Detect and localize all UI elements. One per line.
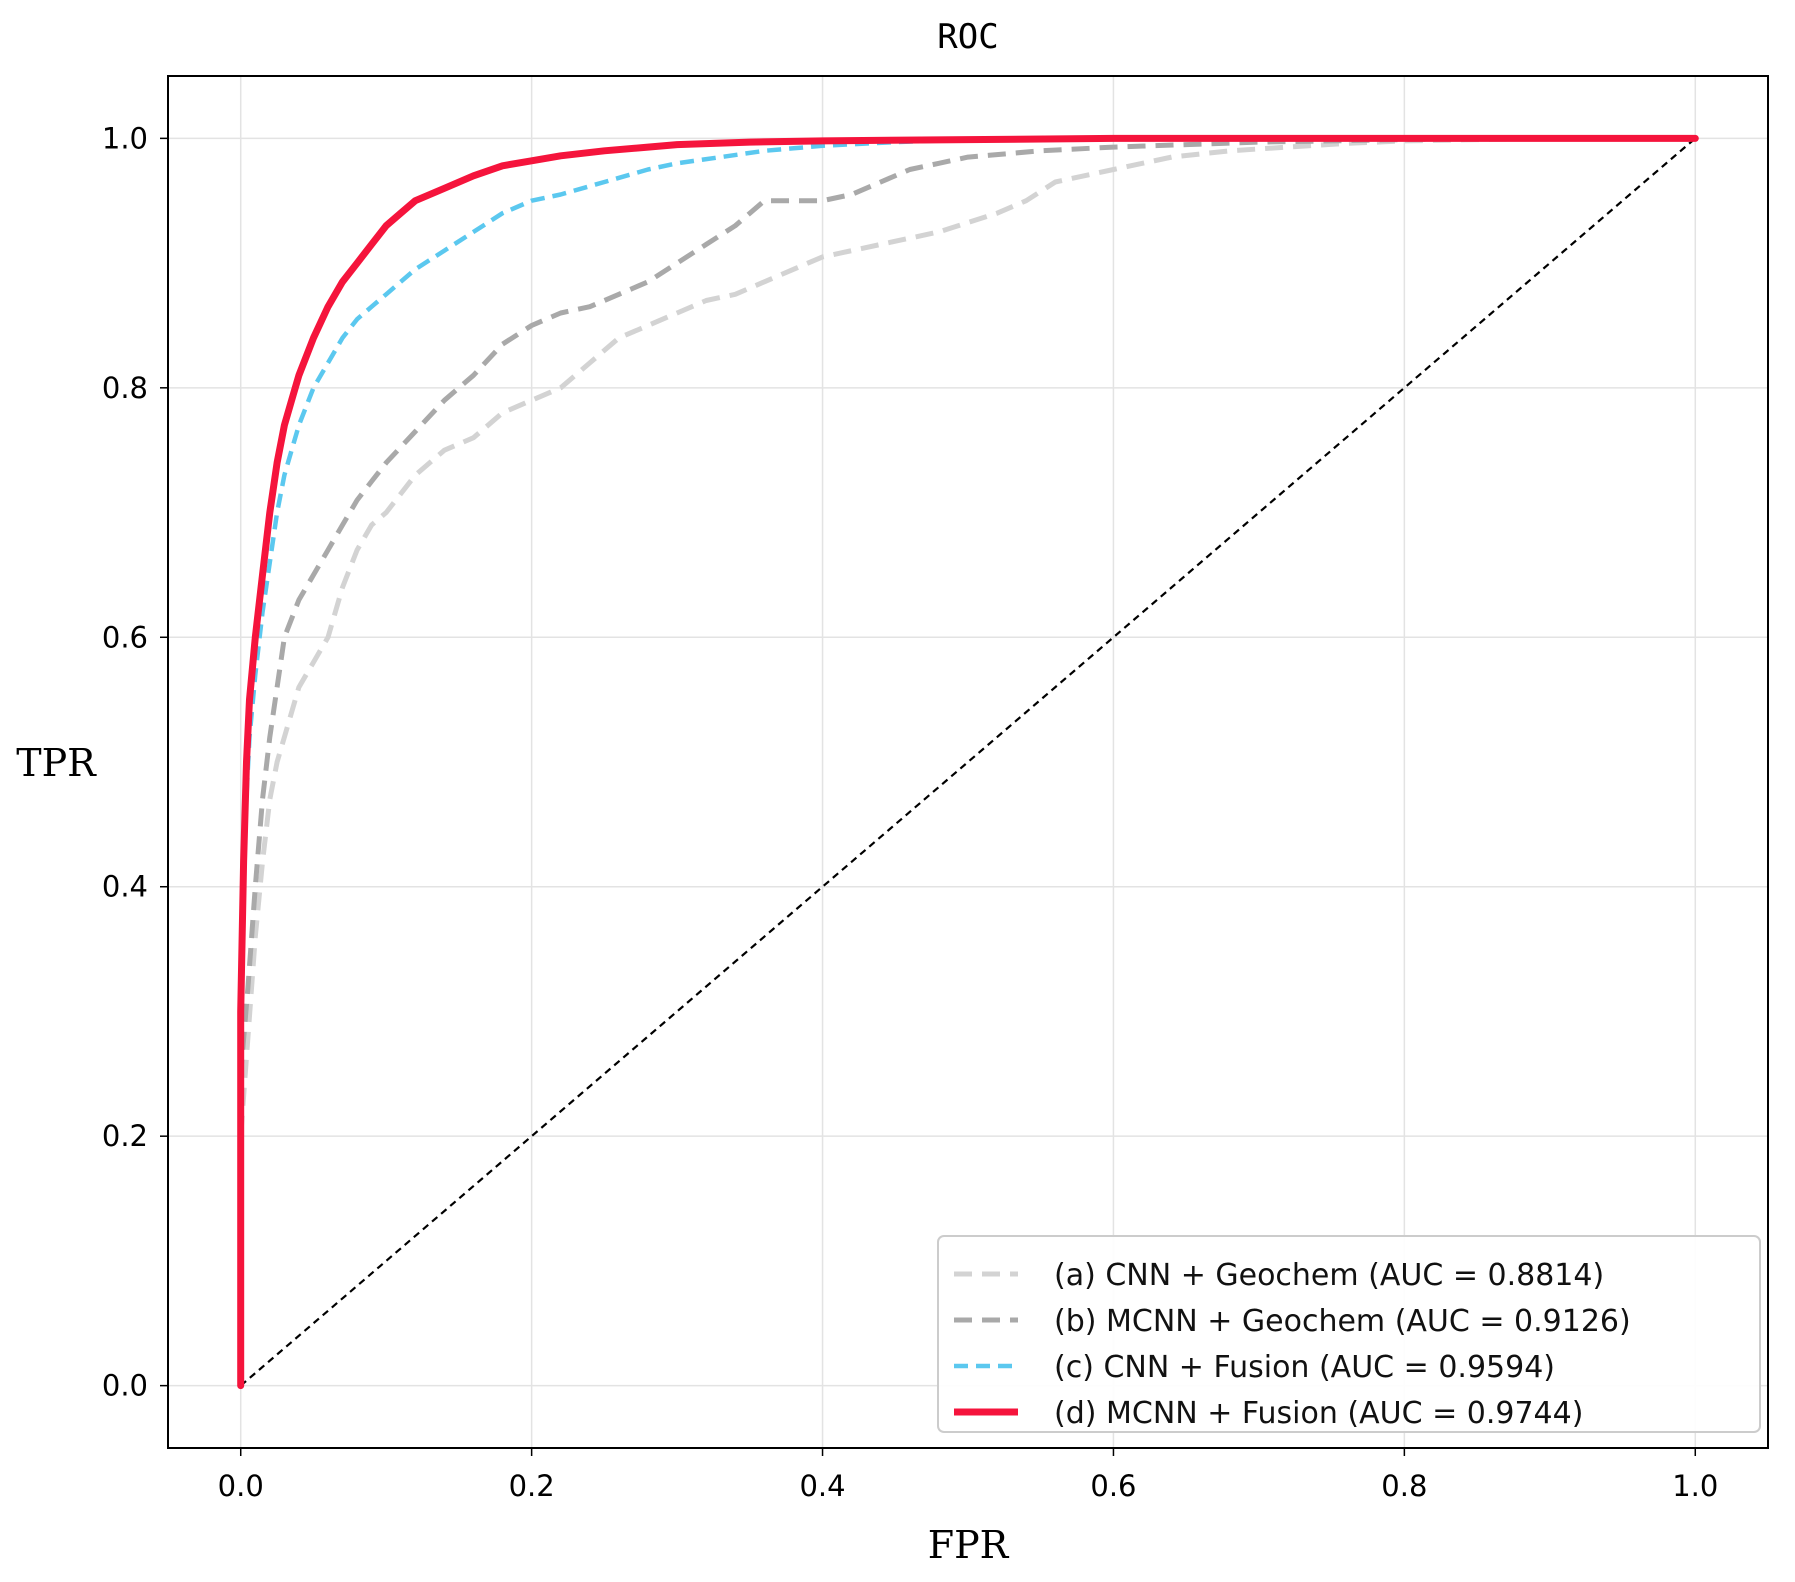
legend-label: (b) MCNN + Geochem (AUC = 0.9126) xyxy=(1054,1304,1631,1339)
legend-label: (d) MCNN + Fusion (AUC = 0.9744) xyxy=(1054,1396,1583,1431)
x-tick-label: 0.6 xyxy=(1090,1469,1136,1503)
x-tick-label: 0.0 xyxy=(218,1469,264,1503)
y-tick-label: 0.0 xyxy=(102,1369,148,1403)
axis-ticks: 0.0 0.2 0.4 0.6 0.8 1.0 0.0 0.2 0.4 0.6 0.8 1.0 xyxy=(102,121,1718,1503)
chart-title: ROC xyxy=(937,17,998,57)
x-axis-label: FPR xyxy=(928,1523,1010,1567)
plot-area-frame xyxy=(167,75,1769,1449)
legend: (a) CNN + Geochem (AUC = 0.8814) (b) MCNN… xyxy=(937,1235,1761,1433)
y-tick-label: 0.4 xyxy=(102,870,148,904)
legend-label: (c) CNN + Fusion (AUC = 0.9594) xyxy=(1054,1350,1555,1385)
series-line-b xyxy=(238,135,1696,1386)
reference-diagonal-line xyxy=(240,137,1696,1387)
series-line-d xyxy=(237,134,1699,1390)
y-tick-label: 1.0 xyxy=(102,121,148,155)
legend-box xyxy=(937,1235,1761,1433)
y-axis-label: TPR xyxy=(16,741,97,785)
legend-label: (a) CNN + Geochem (AUC = 0.8814) xyxy=(1054,1258,1604,1293)
y-tick-label: 0.6 xyxy=(102,620,148,654)
series-line-a xyxy=(238,135,1696,1386)
grid xyxy=(168,76,1768,1448)
x-tick-label: 0.2 xyxy=(509,1469,555,1503)
series-lines xyxy=(237,134,1699,1390)
y-tick-label: 0.2 xyxy=(102,1119,148,1153)
y-tick-label: 0.8 xyxy=(102,371,148,405)
series-line-c xyxy=(238,136,1696,1386)
x-tick-label: 1.0 xyxy=(1672,1469,1718,1503)
x-tick-label: 0.8 xyxy=(1381,1469,1427,1503)
x-tick-label: 0.4 xyxy=(799,1469,845,1503)
reference-diagonal xyxy=(240,137,1696,1387)
